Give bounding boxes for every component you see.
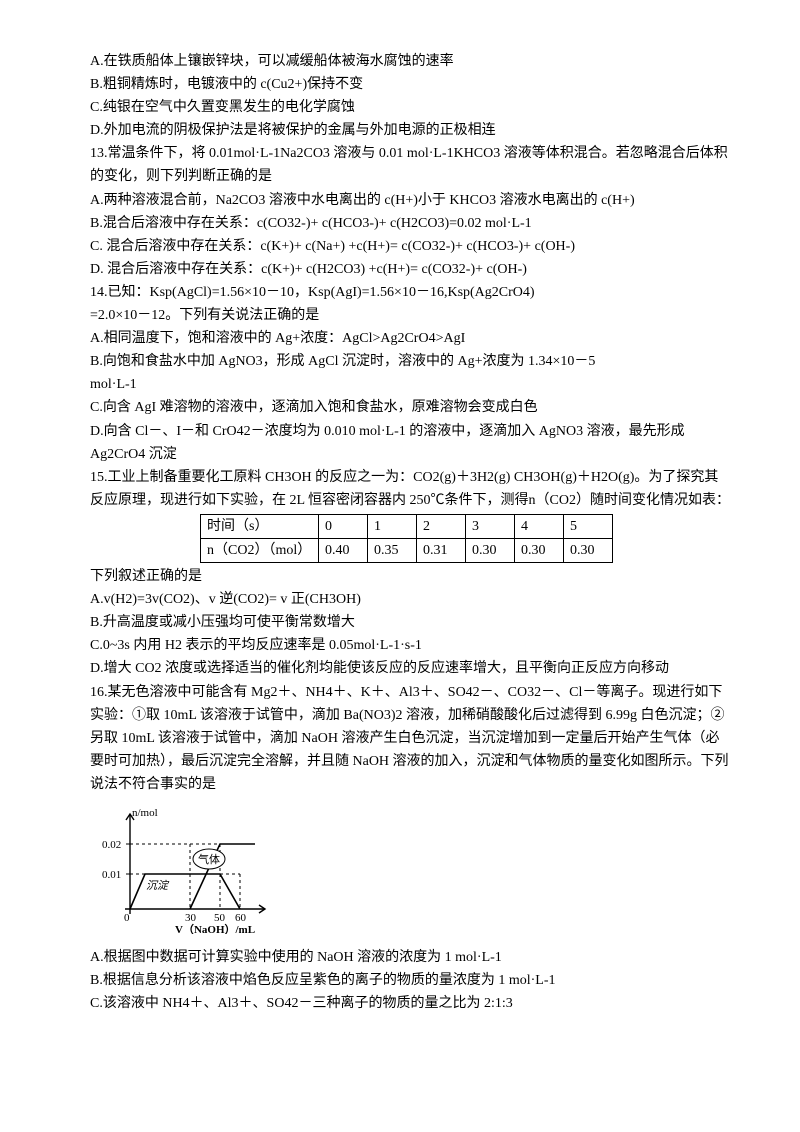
q16-c: C.该溶液中 NH4＋、Al3＋、SO42－三种离子的物质的量之比为 2:1:3 <box>90 992 730 1015</box>
option-c: C.纯银在空气中久置变黑发生的电化学腐蚀 <box>90 96 730 119</box>
graph-gas-label: 气体 <box>198 852 220 866</box>
q16-a: A.根据图中数据可计算实验中使用的 NaOH 溶液的浓度为 1 mol·L-1 <box>90 946 730 969</box>
q14-b-1: B.向饱和食盐水中加 AgNO3，形成 AgCl 沉淀时，溶液中的 Ag+浓度为… <box>90 350 730 373</box>
table-cell: 0 <box>319 514 368 538</box>
graph-x-tick: 50 <box>214 912 226 924</box>
table-cell: 0.30 <box>466 538 515 562</box>
q13-b: B.混合后溶液中存在关系：c(CO32-)+ c(HCO3-)+ c(H2CO3… <box>90 212 730 235</box>
graph-precip-label: 沉淀 <box>146 879 170 892</box>
graph-x-tick: 30 <box>185 912 197 924</box>
q16-graph: n/mol 0.02 0.01 0 30 50 60 V（NaOH）/mL 沉淀… <box>90 804 730 942</box>
q14-a: A.相同温度下，饱和溶液中的 Ag+浓度：AgCl>Ag2CrO4>AgI <box>90 327 730 350</box>
graph-x-tick: 60 <box>235 912 247 924</box>
table-cell: 4 <box>515 514 564 538</box>
q13-a: A.两种溶液混合前，Na2CO3 溶液中水电离出的 c(H+)小于 KHCO3 … <box>90 189 730 212</box>
q15-b: B.升高温度或减小压强均可使平衡常数增大 <box>90 611 730 634</box>
table-cell: 5 <box>564 514 613 538</box>
q14-c: C.向含 AgI 难溶物的溶液中，逐滴加入饱和食盐水，原难溶物会变成白色 <box>90 396 730 419</box>
graph-y-tick: 0.02 <box>102 839 121 851</box>
table-cell: 时间（s） <box>201 514 319 538</box>
q14-stem-2: =2.0×10－12。下列有关说法正确的是 <box>90 304 730 327</box>
table-cell: 0.35 <box>368 538 417 562</box>
q15-d: D.增大 CO2 浓度或选择适当的催化剂均能使该反应的反应速率增大，且平衡向正反… <box>90 657 730 680</box>
q15-post: 下列叙述正确的是 <box>90 565 730 588</box>
option-b: B.粗铜精炼时，电镀液中的 c(Cu2+)保持不变 <box>90 73 730 96</box>
table-cell: 2 <box>417 514 466 538</box>
q13-c: C. 混合后溶液中存在关系：c(K+)+ c(Na+) +c(H+)= c(CO… <box>90 235 730 258</box>
q14-d: D.向含 Cl－、I－和 CrO42－浓度均为 0.010 mol·L-1 的溶… <box>90 420 730 466</box>
table-cell: 3 <box>466 514 515 538</box>
graph-x-tick: 0 <box>124 912 130 924</box>
graph-svg: n/mol 0.02 0.01 0 30 50 60 V（NaOH）/mL 沉淀… <box>90 804 275 934</box>
table-row: n（CO2）（mol） 0.40 0.35 0.31 0.30 0.30 0.3… <box>201 538 613 562</box>
graph-x-label: V（NaOH）/mL <box>175 923 255 934</box>
option-a: A.在铁质船体上镶嵌锌块，可以减缓船体被海水腐蚀的速率 <box>90 50 730 73</box>
table-cell: 0.31 <box>417 538 466 562</box>
q15-stem: 15.工业上制备重要化工原料 CH3OH 的反应之一为：CO2(g)＋3H2(g… <box>90 466 730 512</box>
q14-b-2: mol·L-1 <box>90 373 730 396</box>
q13-d: D. 混合后溶液中存在关系：c(K+)+ c(H2CO3) +c(H+)= c(… <box>90 258 730 281</box>
q15-a: A.v(H2)=3v(CO2)、v 逆(CO2)= v 正(CH3OH) <box>90 588 730 611</box>
table-cell: 0.30 <box>515 538 564 562</box>
table-cell: 0.30 <box>564 538 613 562</box>
graph-y-tick: 0.01 <box>102 869 121 881</box>
table-cell: 0.40 <box>319 538 368 562</box>
q16-b: B.根据信息分析该溶液中焰色反应呈紫色的离子的物质的量浓度为 1 mol·L-1 <box>90 969 730 992</box>
table-cell: n（CO2）（mol） <box>201 538 319 562</box>
option-d: D.外加电流的阴极保护法是将被保护的金属与外加电源的正极相连 <box>90 119 730 142</box>
q13-stem: 13.常温条件下，将 0.01mol·L-1Na2CO3 溶液与 0.01 mo… <box>90 142 730 188</box>
q15-c: C.0~3s 内用 H2 表示的平均反应速率是 0.05mol·L-1·s-1 <box>90 634 730 657</box>
table-cell: 1 <box>368 514 417 538</box>
q15-table: 时间（s） 0 1 2 3 4 5 n（CO2）（mol） 0.40 0.35 … <box>200 514 613 563</box>
q16-stem: 16.某无色溶液中可能含有 Mg2＋、NH4＋、K＋、Al3＋、SO42－、CO… <box>90 681 730 796</box>
q14-stem-1: 14.已知：Ksp(AgCl)=1.56×10－10，Ksp(AgI)=1.56… <box>90 281 730 304</box>
table-row: 时间（s） 0 1 2 3 4 5 <box>201 514 613 538</box>
graph-y-label: n/mol <box>132 807 158 819</box>
